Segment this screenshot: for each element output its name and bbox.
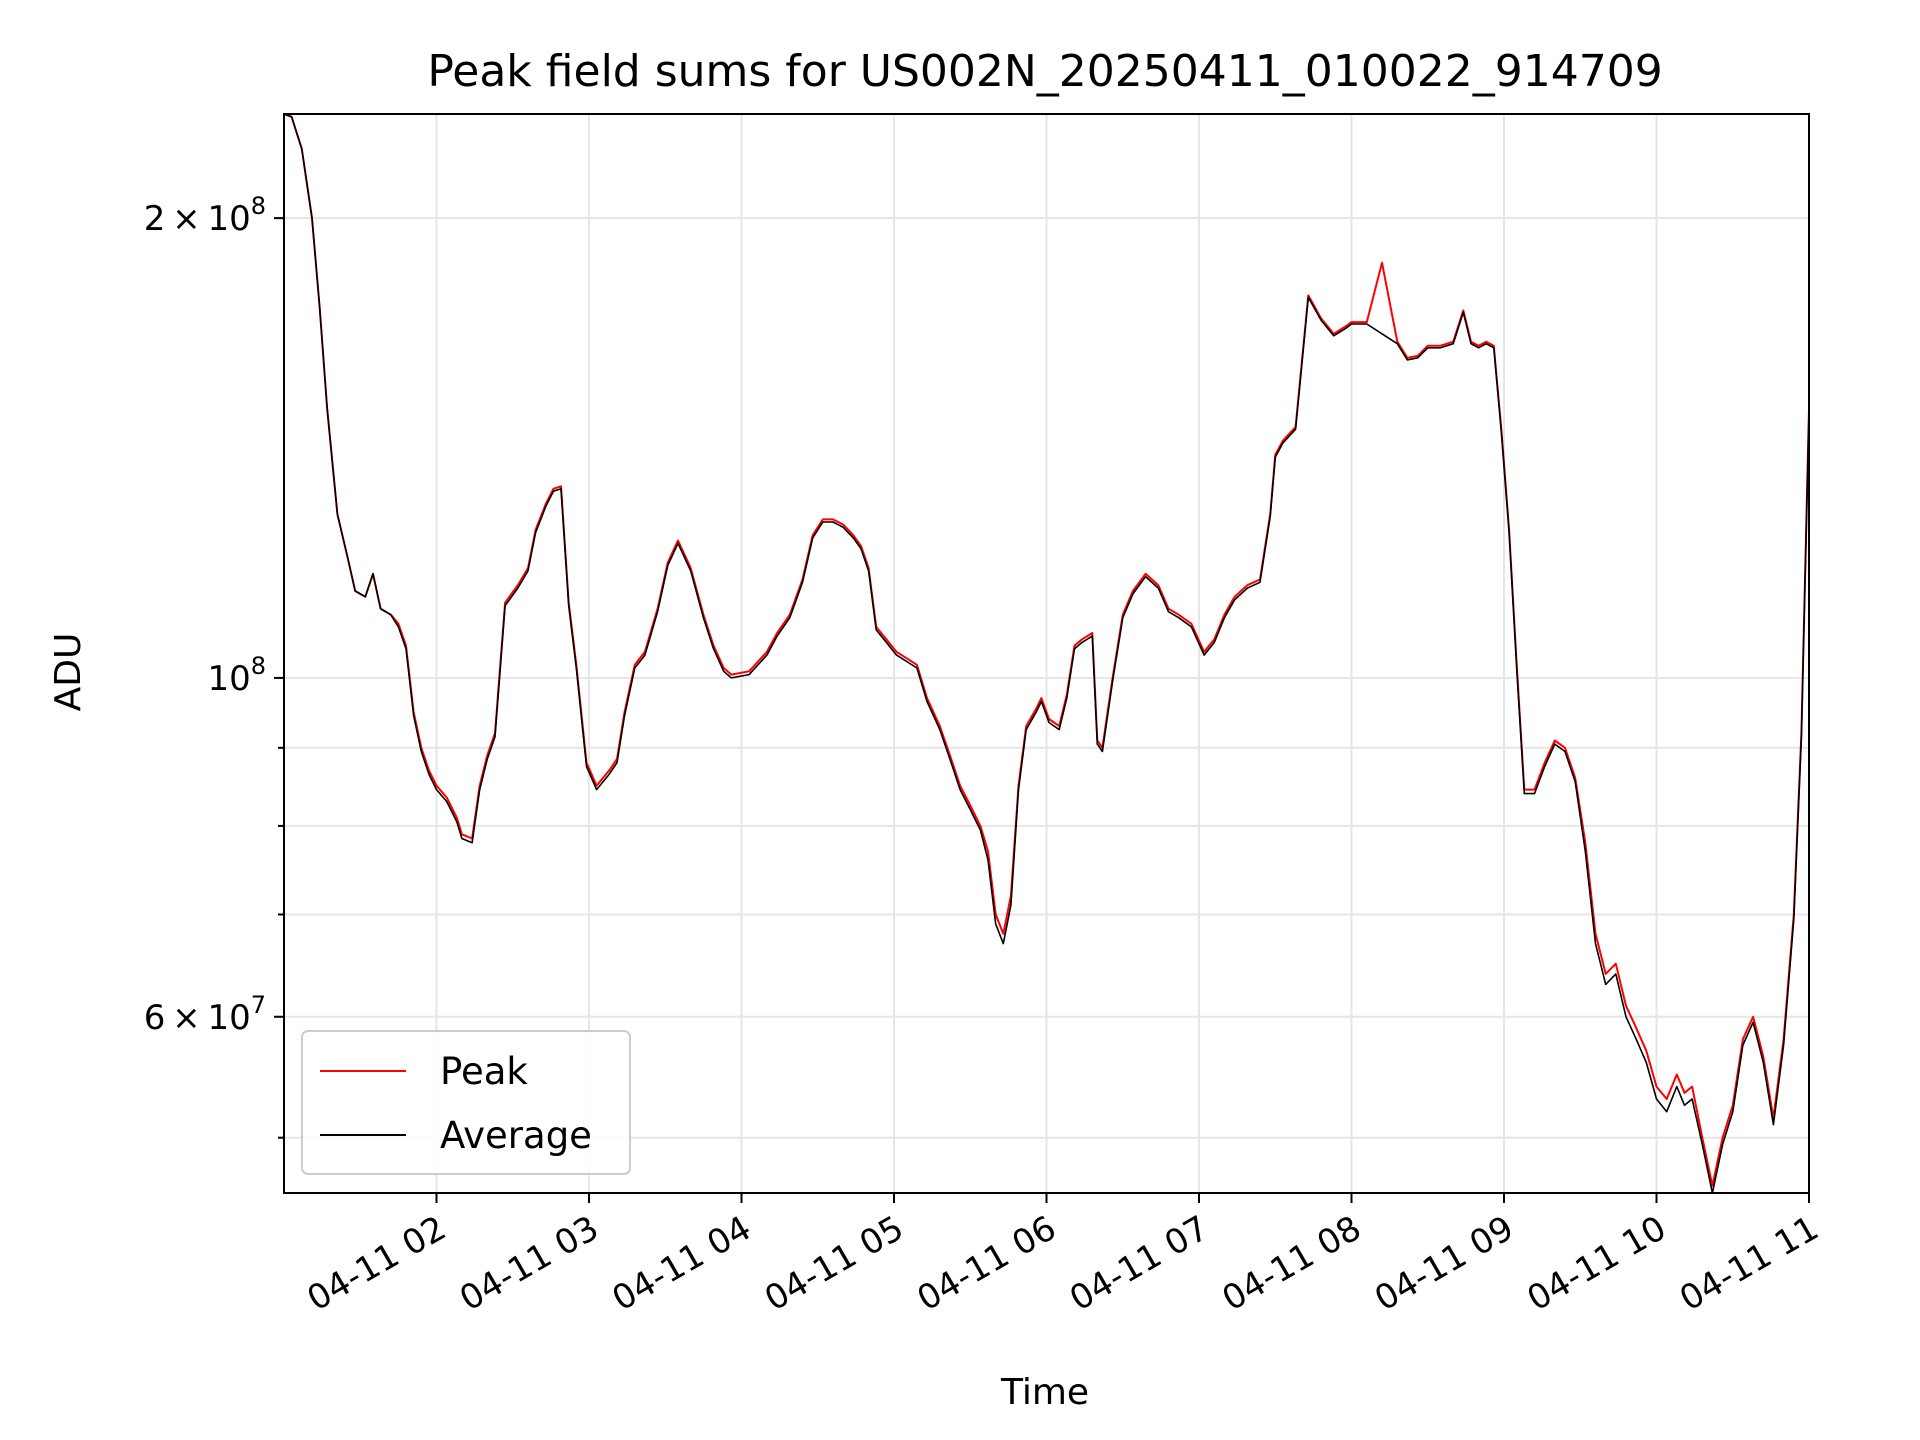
series-line-peak <box>283 113 1810 1187</box>
x-axis-title: Time <box>1000 1372 1089 1413</box>
legend: Peak Average <box>301 1030 631 1175</box>
legend-box <box>301 1030 631 1175</box>
y-axis-title: ADU <box>48 633 89 712</box>
series-layer <box>283 113 1810 1194</box>
legend-label-peak: Peak <box>440 1050 528 1093</box>
legend-label-average: Average <box>440 1114 592 1157</box>
y-axis: 2 × 108 108 6 × 107 <box>144 192 284 1139</box>
y-tick-label: 6 × 107 <box>144 991 266 1038</box>
y-tick-label: 2 × 108 <box>144 192 266 239</box>
series-line-average <box>283 113 1810 1194</box>
y-tick-label: 108 <box>207 652 266 699</box>
chart-title: Peak field sums for US002N_20250411_0100… <box>427 46 1662 97</box>
